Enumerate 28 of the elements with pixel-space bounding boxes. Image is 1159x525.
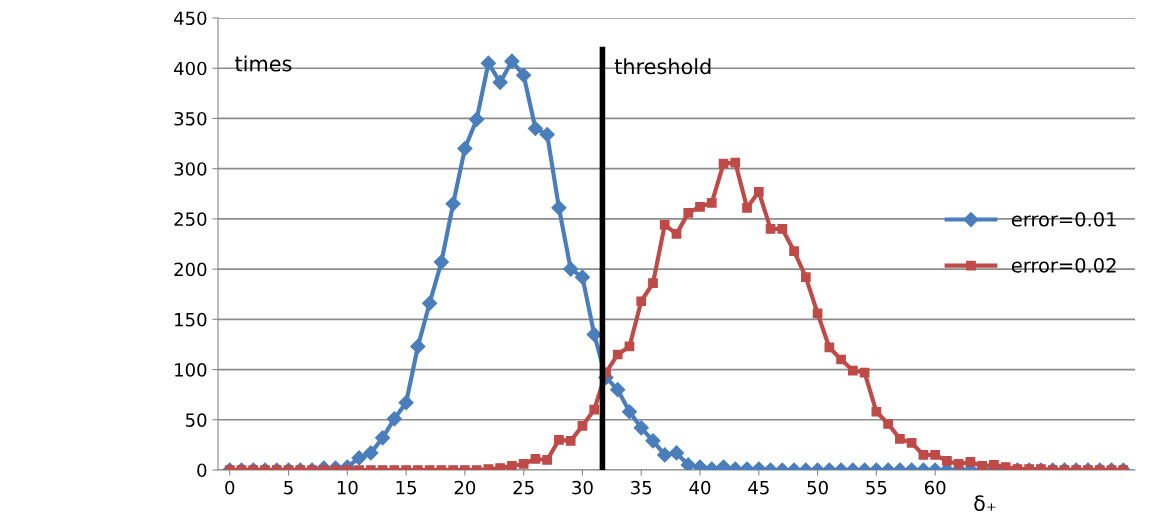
legend-label: error=0.01: [1011, 211, 1116, 227]
x-tick-label: 25: [513, 480, 534, 495]
x-axis-title: δ₊: [974, 495, 996, 511]
y-tick-label: 100: [175, 363, 207, 377]
y-tick-label: 350: [174, 111, 207, 126]
x-tick-label: 35: [631, 480, 652, 495]
y-tick-label: 300: [174, 162, 207, 176]
x-tick-label: 30: [572, 480, 593, 495]
y-tick-label: 250: [174, 212, 207, 227]
y-tick-label: 400: [174, 61, 207, 76]
y-tick-label: 200: [174, 262, 207, 277]
ref-line-label: threshold: [614, 58, 711, 75]
y-tick-label: 150: [175, 312, 207, 327]
x-tick-label: 5: [284, 480, 293, 495]
x-tick-label: 50: [807, 480, 828, 495]
x-tick-label: 40: [689, 480, 711, 495]
annotation: times: [235, 55, 292, 72]
x-tick-label: 20: [454, 480, 476, 495]
x-tick-label: 45: [748, 480, 769, 495]
legend-label: error=0.02: [1011, 257, 1116, 273]
x-tick-label: 10: [337, 480, 358, 495]
y-tick-label: 0: [197, 463, 207, 478]
x-tick-label: 15: [396, 480, 417, 495]
x-tick-label: 55: [866, 480, 887, 495]
x-tick-label: 60: [924, 480, 946, 495]
y-tick-label: 450: [174, 11, 207, 26]
y-tick-label: 50: [186, 413, 207, 427]
x-tick-label: 0: [225, 480, 235, 495]
